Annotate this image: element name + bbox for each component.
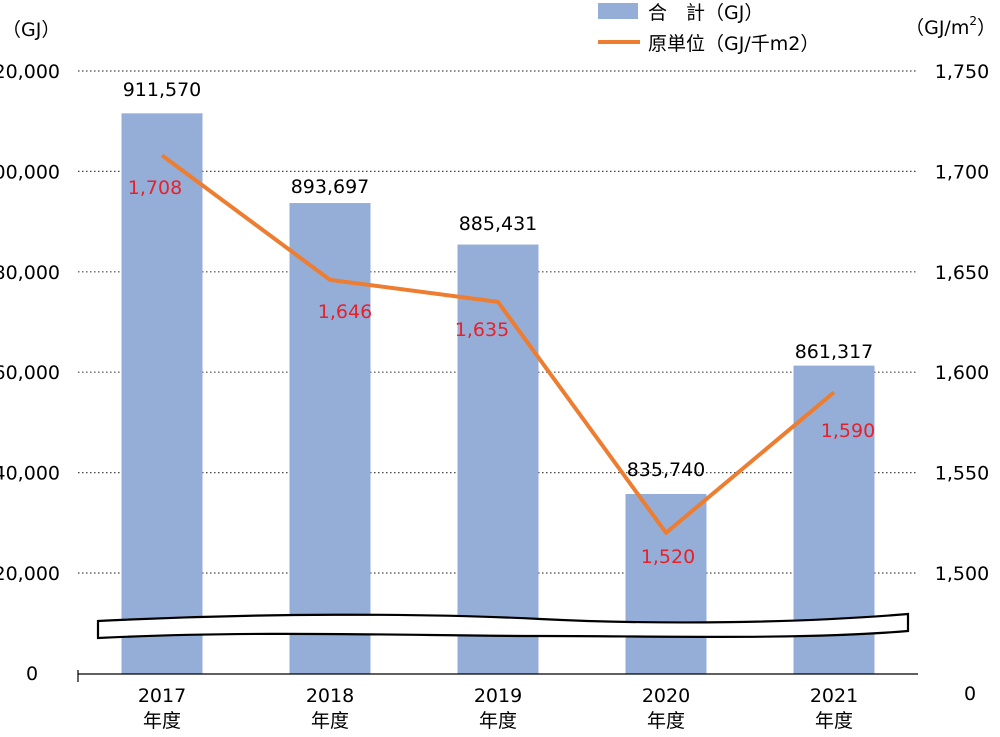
y-left-tick-label: 880,000 xyxy=(0,262,60,284)
x-tick-suffix: 年度 xyxy=(479,710,517,732)
legend-swatch-bar xyxy=(598,3,638,19)
x-tick-label: 2017 xyxy=(138,685,186,707)
bar-data-label: 861,317 xyxy=(795,341,874,363)
legend-label-bar: 合 計（GJ） xyxy=(648,2,763,24)
x-tick-suffix: 年度 xyxy=(143,710,181,732)
y-right-unit-sup: 2 xyxy=(969,14,977,28)
bar-data-label: 885,431 xyxy=(459,213,538,235)
y-right-tick-label: 1,700 xyxy=(935,161,989,183)
y-left-tick-label: 820,000 xyxy=(0,563,60,585)
y-right-tick-label: 1,750 xyxy=(935,61,989,83)
x-tick-label: 2021 xyxy=(810,685,858,707)
x-tick-label: 2020 xyxy=(642,685,690,707)
legend-label-line: 原単位（GJ/千m2） xyxy=(648,33,819,55)
line-series xyxy=(160,153,836,535)
bar-series xyxy=(121,113,875,674)
y-left-unit: （GJ） xyxy=(2,19,60,41)
y-left-tick-label: 900,000 xyxy=(0,161,60,183)
y-left-tick-label: 840,000 xyxy=(0,463,60,485)
line-data-label: 1,635 xyxy=(455,319,509,341)
bar xyxy=(457,244,539,674)
y-right-tick-label: 1,500 xyxy=(935,563,989,585)
line-data-label: 1,590 xyxy=(821,420,875,442)
y-right-tick-label: 1,600 xyxy=(935,362,989,384)
line-path xyxy=(160,153,836,535)
axis-break-band xyxy=(96,612,910,640)
x-tick-suffix: 年度 xyxy=(815,710,853,732)
data-labels: 911,570 893,697 885,431 835,740 861,317 1,708… xyxy=(123,79,875,568)
bar xyxy=(121,113,203,674)
line-data-label: 1,646 xyxy=(318,301,372,323)
y-right-unit: （GJ/m2） xyxy=(905,14,996,39)
y-right-origin-label: 0 xyxy=(964,683,976,705)
axes: 920,000 900,000 880,000 860,000 840,000 820,0… xyxy=(0,14,996,732)
x-tick-label: 2018 xyxy=(306,685,354,707)
bar-data-label: 835,740 xyxy=(627,459,706,481)
bar-data-label: 893,697 xyxy=(291,176,370,198)
y-left-tick-label: 920,000 xyxy=(0,61,60,83)
y-left-tick-label: 860,000 xyxy=(0,362,60,384)
y-left-origin-label: 0 xyxy=(26,663,38,685)
bar-data-label: 911,570 xyxy=(123,79,202,101)
y-right-unit-base: （GJ/m xyxy=(905,17,969,39)
legend: 合 計（GJ） 原単位（GJ/千m2） xyxy=(598,2,819,55)
x-tick-label: 2019 xyxy=(474,685,522,707)
x-tick-suffix: 年度 xyxy=(311,710,349,732)
line-data-label: 1,708 xyxy=(128,177,182,199)
bar xyxy=(625,493,707,674)
y-right-unit-close: ） xyxy=(977,17,996,39)
bar xyxy=(289,203,371,674)
x-tick-suffix: 年度 xyxy=(647,710,685,732)
axis-break xyxy=(96,612,910,640)
y-right-tick-label: 1,550 xyxy=(935,463,989,485)
y-right-tick-label: 1,650 xyxy=(935,262,989,284)
line-data-label: 1,520 xyxy=(641,546,695,568)
